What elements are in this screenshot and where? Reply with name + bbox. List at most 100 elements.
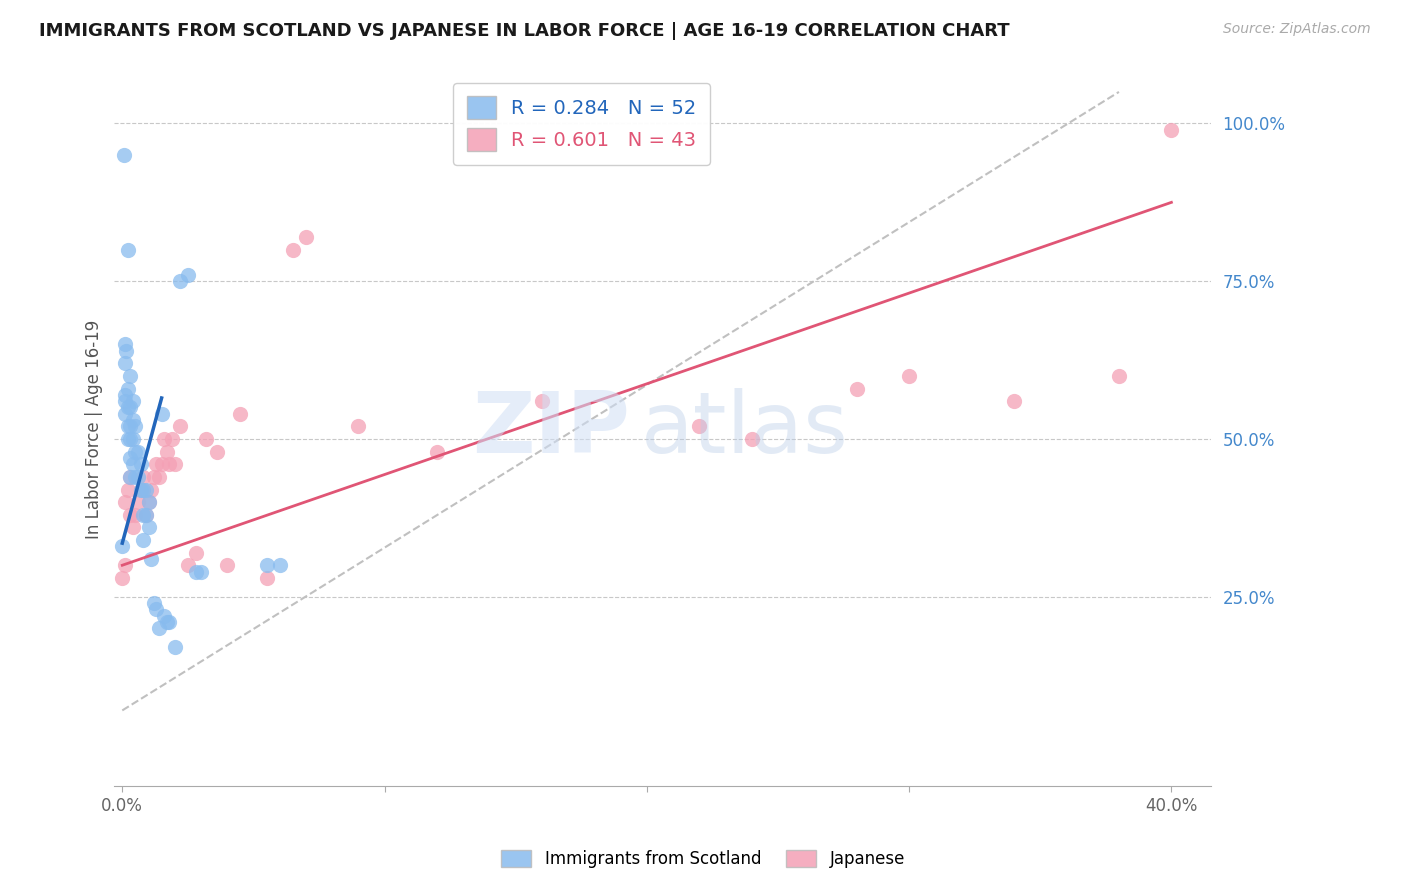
Point (114, 495, 136, 509)
Point (117, 243, 139, 257)
Point (169, 419, 191, 434)
Point (1160, 122, 1182, 136)
Point (120, 450, 142, 465)
Point (845, 382, 868, 396)
Point (129, 483, 152, 497)
Point (135, 483, 157, 497)
Point (127, 444, 149, 458)
Point (120, 368, 142, 383)
Point (127, 470, 149, 484)
Text: Source: ZipAtlas.com: Source: ZipAtlas.com (1223, 22, 1371, 37)
Point (124, 419, 146, 434)
Point (150, 457, 173, 471)
Point (117, 483, 139, 497)
Point (132, 533, 155, 547)
Point (138, 520, 160, 534)
Legend: Immigrants from Scotland, Japanese: Immigrants from Scotland, Japanese (495, 843, 911, 875)
Text: atlas: atlas (641, 388, 849, 471)
Point (153, 432, 176, 446)
Point (184, 546, 207, 560)
Point (195, 432, 218, 446)
Point (688, 419, 710, 434)
Text: ZIP: ZIP (472, 388, 630, 471)
Point (117, 419, 139, 434)
Point (114, 407, 136, 421)
Point (156, 615, 179, 629)
Point (114, 388, 136, 402)
Point (115, 343, 138, 358)
Point (138, 495, 160, 509)
Point (148, 470, 170, 484)
Point (132, 508, 155, 522)
Point (135, 508, 157, 522)
Point (426, 444, 449, 458)
Point (120, 401, 142, 415)
Point (121, 520, 143, 534)
Point (184, 565, 207, 579)
Point (111, 539, 134, 553)
Point (129, 457, 152, 471)
Point (150, 407, 173, 421)
Point (347, 419, 370, 434)
Point (281, 243, 304, 257)
Point (132, 483, 155, 497)
Point (269, 558, 291, 573)
Point (114, 394, 136, 409)
Point (124, 470, 146, 484)
Point (114, 558, 136, 573)
Point (145, 602, 167, 616)
Point (114, 356, 136, 370)
Point (138, 495, 160, 509)
Point (295, 230, 318, 244)
Legend: R = 0.284   N = 52, R = 0.601   N = 43: R = 0.284 N = 52, R = 0.601 N = 43 (453, 83, 710, 164)
Point (132, 470, 155, 484)
Point (256, 558, 278, 573)
Point (124, 444, 146, 458)
Point (163, 457, 186, 471)
Point (139, 552, 162, 566)
Point (111, 571, 134, 585)
Point (1002, 394, 1025, 409)
Point (256, 571, 278, 585)
Point (139, 483, 162, 497)
Point (142, 596, 165, 610)
Point (156, 444, 179, 458)
Point (124, 508, 146, 522)
Point (741, 432, 763, 446)
Point (135, 508, 157, 522)
Point (117, 401, 139, 415)
Point (163, 640, 186, 655)
Point (160, 432, 183, 446)
Point (121, 394, 143, 409)
Point (120, 432, 142, 446)
Point (121, 457, 143, 471)
Point (112, 148, 135, 162)
Point (530, 394, 553, 409)
Point (129, 483, 152, 497)
Point (159, 457, 181, 471)
Point (142, 470, 165, 484)
Y-axis label: In Labor Force | Age 16-19: In Labor Force | Age 16-19 (86, 320, 103, 539)
Point (177, 558, 200, 573)
Point (148, 621, 170, 635)
Point (117, 432, 139, 446)
Point (159, 615, 181, 629)
Point (121, 432, 143, 446)
Point (1108, 368, 1130, 383)
Point (190, 565, 212, 579)
Point (177, 268, 200, 282)
Point (205, 444, 228, 458)
Point (114, 337, 136, 351)
Point (117, 382, 139, 396)
Point (120, 508, 142, 522)
Point (121, 413, 143, 427)
Point (169, 274, 191, 288)
Point (120, 419, 142, 434)
Text: IMMIGRANTS FROM SCOTLAND VS JAPANESE IN LABOR FORCE | AGE 16-19 CORRELATION CHAR: IMMIGRANTS FROM SCOTLAND VS JAPANESE IN … (39, 22, 1010, 40)
Point (153, 608, 176, 623)
Point (127, 495, 149, 509)
Point (120, 470, 142, 484)
Point (145, 457, 167, 471)
Point (898, 368, 921, 383)
Point (120, 470, 142, 484)
